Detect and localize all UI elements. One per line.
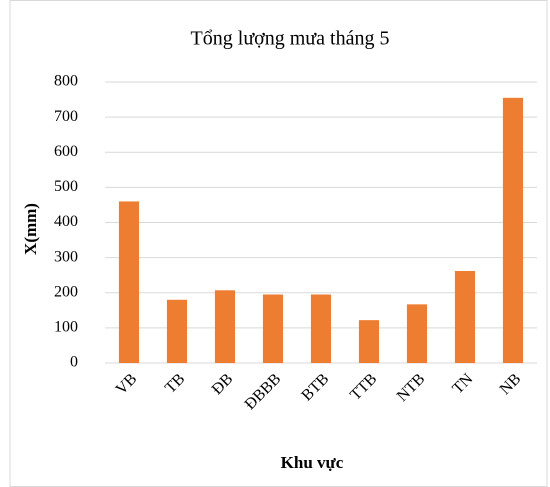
bar bbox=[358, 320, 380, 363]
bar bbox=[310, 294, 332, 363]
bar bbox=[262, 294, 284, 363]
x-axis-label: Khu vực bbox=[281, 453, 344, 472]
bar bbox=[214, 290, 236, 363]
y-tick-label: 500 bbox=[54, 178, 78, 195]
bar bbox=[118, 201, 140, 363]
chart-title: Tổng lượng mưa tháng 5 bbox=[191, 28, 390, 50]
y-tick-label: 100 bbox=[54, 319, 78, 336]
bar bbox=[502, 97, 524, 364]
y-tick-label: 800 bbox=[54, 73, 78, 90]
bar bbox=[166, 299, 188, 363]
y-tick-label: 0 bbox=[70, 354, 78, 371]
y-tick-label: 400 bbox=[54, 213, 78, 230]
y-tick-label: 600 bbox=[54, 143, 78, 160]
bar bbox=[406, 304, 428, 363]
bar bbox=[454, 270, 476, 363]
y-tick-label: 200 bbox=[54, 283, 78, 300]
y-tick-label: 300 bbox=[54, 248, 78, 265]
y-axis-label: X(mm) bbox=[21, 203, 40, 255]
y-tick-label: 700 bbox=[54, 108, 78, 125]
chart-frame bbox=[9, 0, 548, 487]
